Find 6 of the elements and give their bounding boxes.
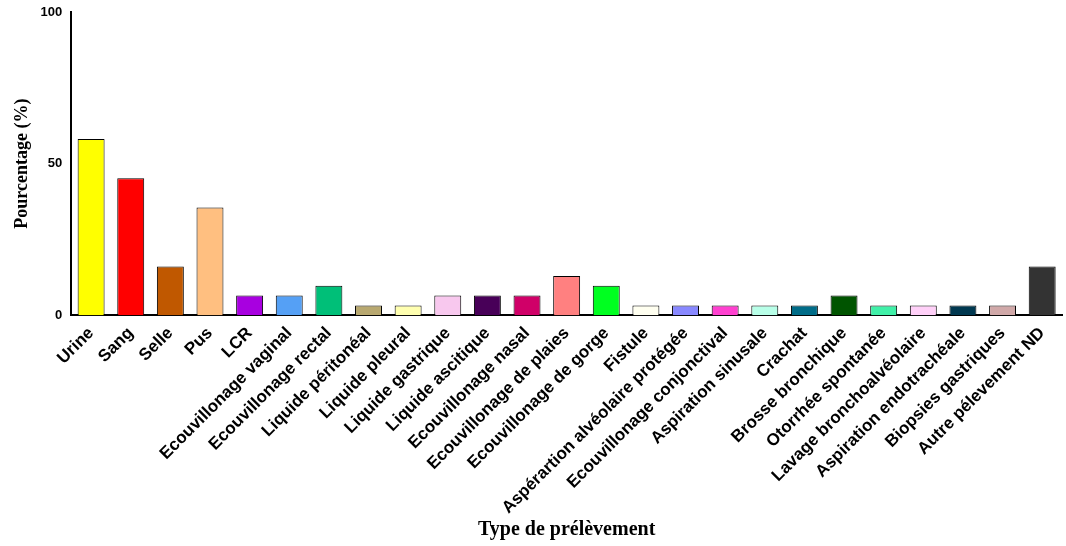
y-tick-label: 50 — [47, 155, 63, 171]
y-axis-title: Pourcentage (%) — [11, 98, 33, 229]
y-tick-label: 100 — [40, 3, 63, 19]
x-axis-title: Type de prélèvement — [477, 517, 656, 541]
x-tick-label: Pus — [180, 323, 217, 359]
y-tick-label: 0 — [55, 306, 63, 322]
